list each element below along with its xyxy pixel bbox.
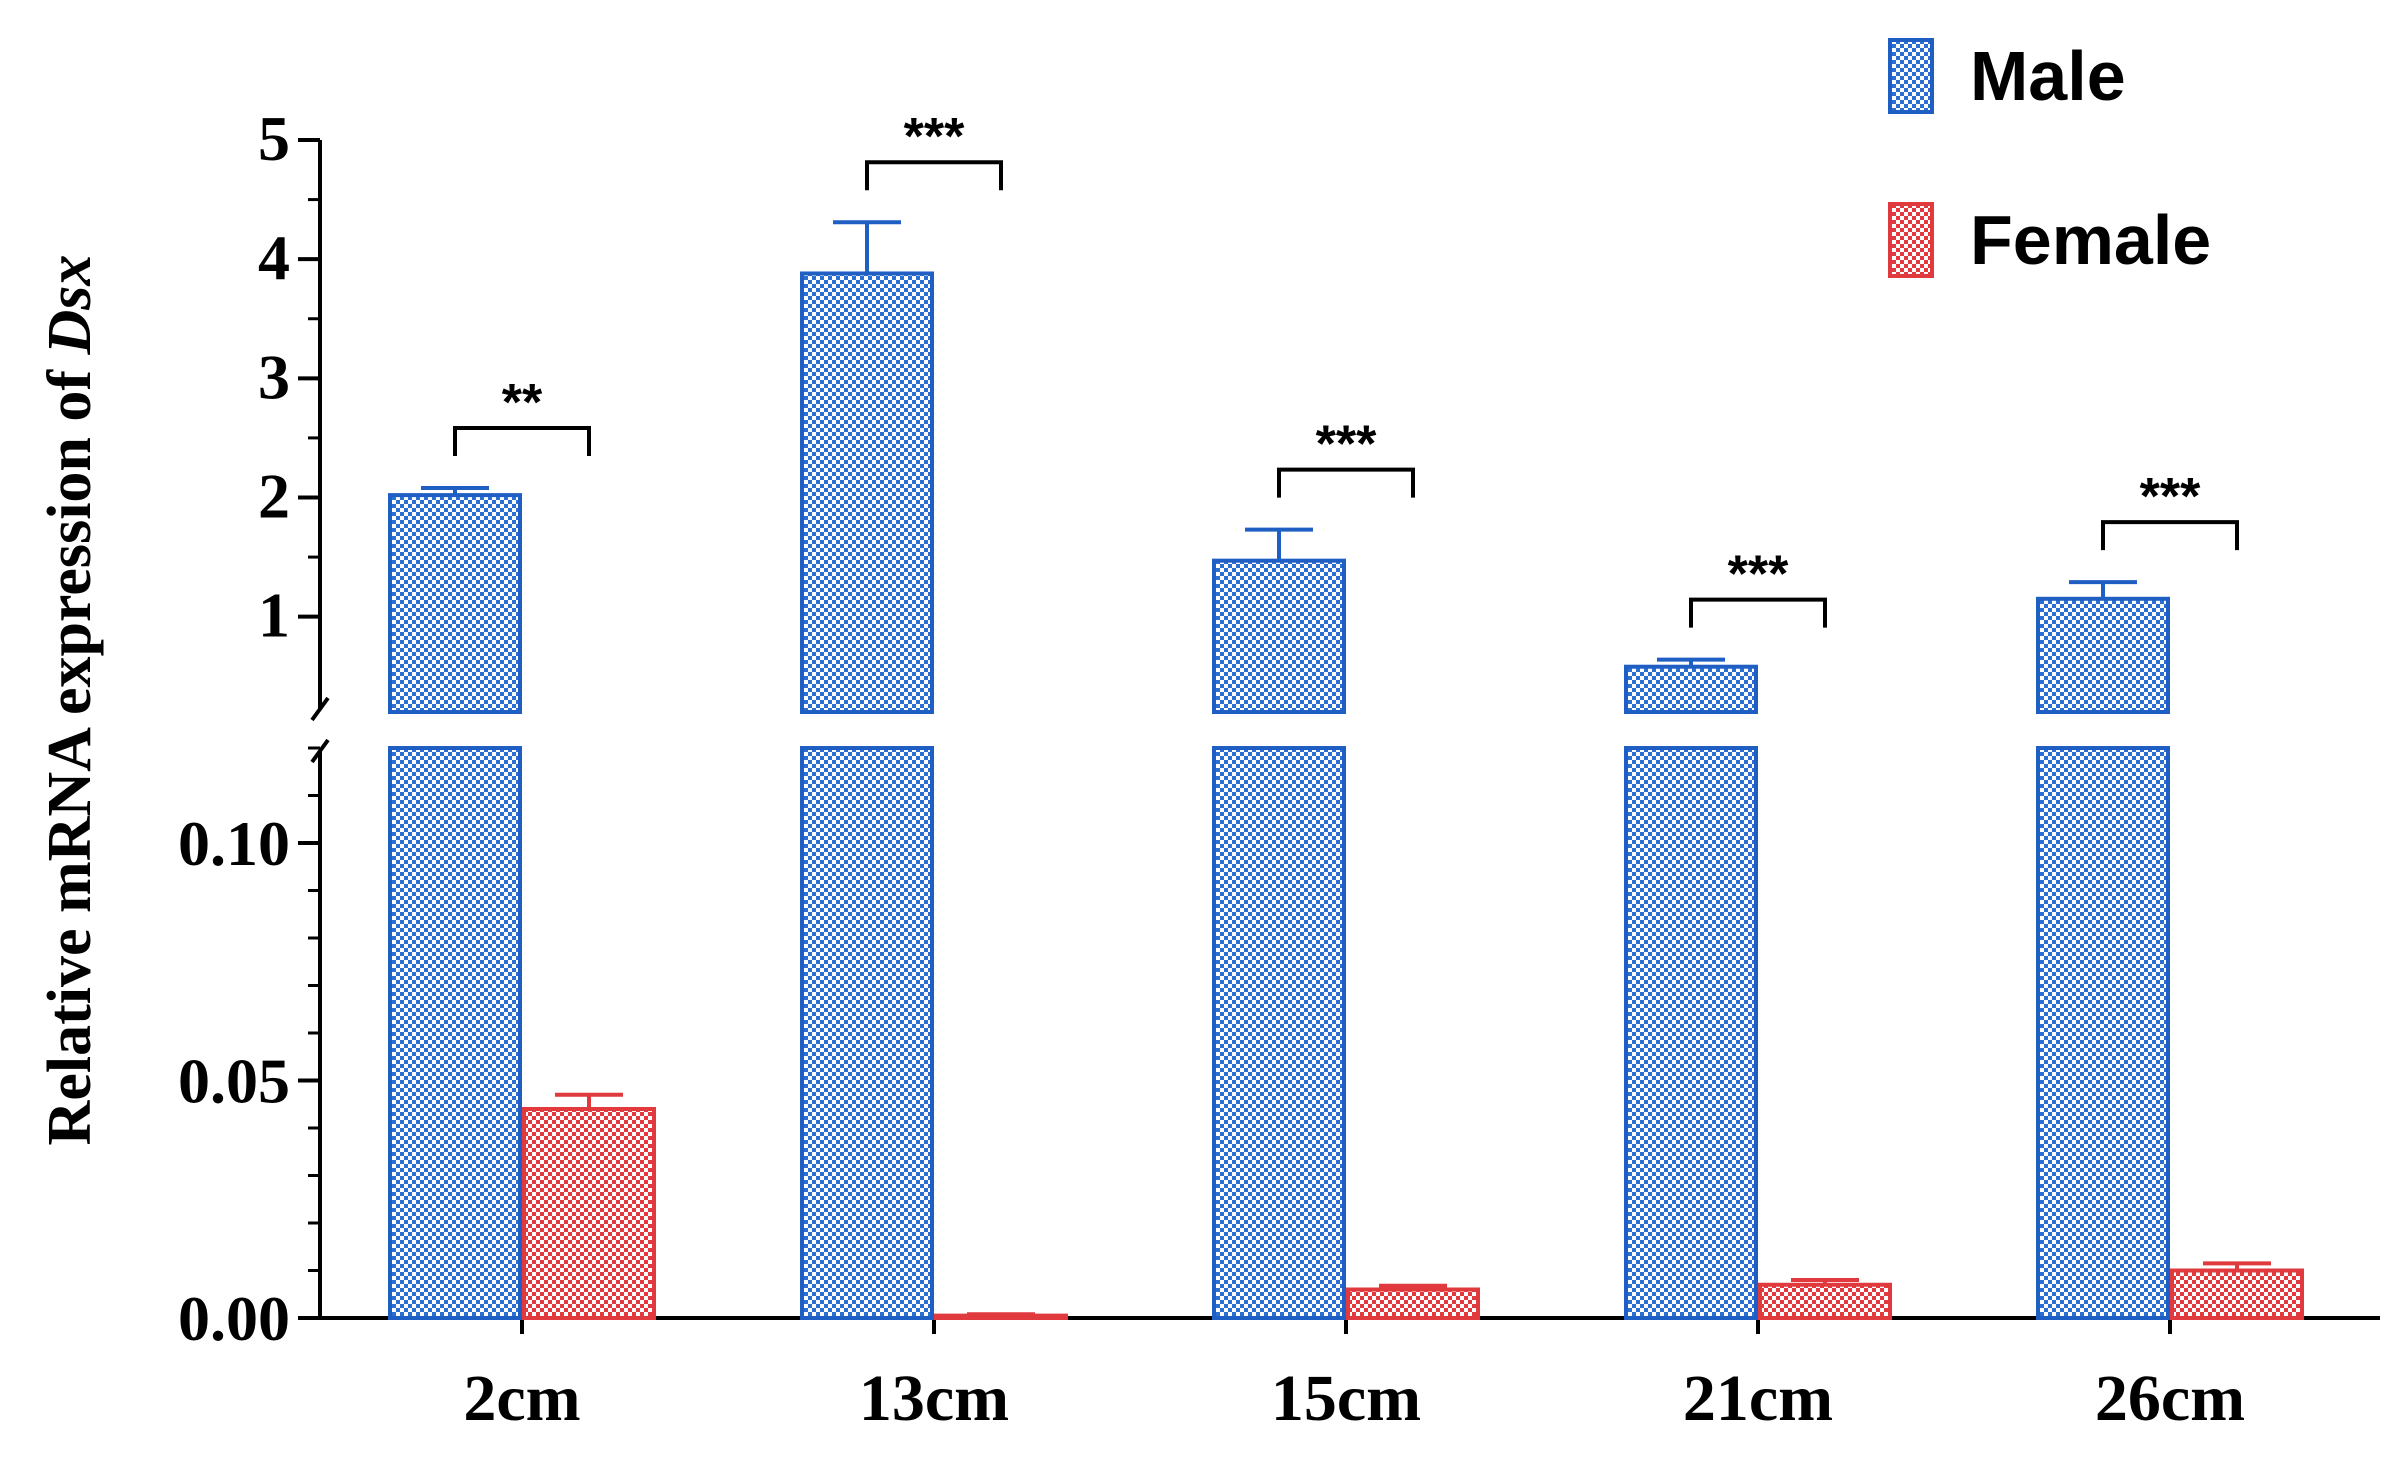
bar-male-lower <box>1624 746 1758 1320</box>
legend-swatch-male <box>1888 38 1934 114</box>
y-tick-label: 0.10 <box>178 808 290 879</box>
significance-brackets: ************** <box>453 108 2239 628</box>
tick-labels: 1 2 3 4 5 0.00 0.05 0.10 2cm 13cm 15cm 21cm 26cm <box>178 103 2245 1435</box>
y-axis-break-lower <box>310 738 330 764</box>
bar-female <box>1346 1287 1480 1320</box>
significance-bracket <box>453 425 591 456</box>
significance-label: ** <box>502 374 543 432</box>
bars <box>388 271 2304 1320</box>
bar-female <box>2170 1268 2304 1320</box>
bar-male-lower <box>388 746 522 1320</box>
y-axis-title-prefix: Relative mRNA expression of <box>36 354 104 1145</box>
bar-male-lower <box>800 746 934 1320</box>
y-axis-title: Relative mRNA expression of Dsx <box>36 255 104 1146</box>
significance-label: *** <box>2140 468 2201 526</box>
error-bars <box>421 220 2271 1317</box>
x-tick-label: 15cm <box>1271 1362 1421 1435</box>
bar-female <box>1758 1282 1892 1320</box>
legend-swatch-female <box>1888 202 1934 278</box>
bar-male-upper <box>800 271 934 714</box>
bar-male-lower <box>1212 746 1346 1320</box>
y-tick-label: 3 <box>258 341 290 412</box>
bar-male-upper <box>2036 596 2170 715</box>
legend-label-female: Female <box>1970 201 2211 279</box>
significance-bracket <box>2101 520 2239 551</box>
legend-label-male: Male <box>1970 37 2126 115</box>
significance-label: *** <box>1728 546 1789 604</box>
y-axis-break-upper <box>310 696 330 722</box>
x-tick-label: 13cm <box>859 1362 1009 1435</box>
x-tick-label: 21cm <box>1683 1362 1833 1435</box>
legend: Male Female <box>1888 37 2211 279</box>
y-tick-label: 0.00 <box>178 1283 290 1354</box>
y-tick-label: 5 <box>258 103 290 174</box>
bar-male-upper <box>388 493 522 714</box>
y-tick-label: 4 <box>258 222 290 293</box>
bar-male-upper <box>1624 664 1758 715</box>
y-tick-label: 1 <box>258 580 290 651</box>
bar-female <box>522 1107 656 1320</box>
significance-label: *** <box>904 108 965 166</box>
significance-label: *** <box>1316 416 1377 474</box>
significance-bracket <box>1277 467 1415 498</box>
y-tick-label: 2 <box>258 461 290 532</box>
significance-bracket <box>1689 597 1827 628</box>
y-axis-title-gene: Dsx <box>36 255 104 356</box>
x-tick-label: 26cm <box>2095 1362 2245 1435</box>
significance-bracket <box>865 160 1003 191</box>
bar-male-upper <box>1212 558 1346 714</box>
bar-male-lower <box>2036 746 2170 1320</box>
y-tick-label: 0.05 <box>178 1046 290 1117</box>
x-tick-label: 2cm <box>463 1362 580 1435</box>
